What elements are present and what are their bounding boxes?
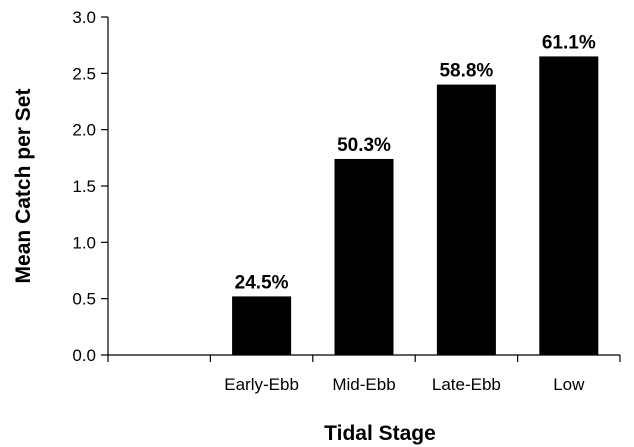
y-tick-label: 2.5 [72, 64, 96, 83]
data-label: 61.1% [542, 32, 596, 53]
y-tick-label: 0.5 [72, 290, 96, 309]
data-labels: 24.5% 50.3% 58.8% 61.1% [235, 32, 596, 293]
data-label: 24.5% [235, 272, 289, 293]
bar [334, 158, 394, 355]
x-axis: Early-Ebb Mid-Ebb Late-Ebb Low [107, 354, 621, 394]
x-tick-label: Mid-Ebb [332, 375, 395, 394]
y-axis-title: Mean Catch per Set [12, 89, 35, 284]
data-label: 50.3% [337, 135, 391, 156]
bar [436, 84, 496, 355]
y-axis: 0.0 0.5 1.0 1.5 2.0 2.5 3.0 [72, 8, 109, 365]
data-label: 58.8% [439, 61, 493, 82]
x-tick-label: Late-Ebb [432, 375, 501, 394]
y-tick-label: 1.0 [72, 233, 96, 252]
bar [232, 296, 292, 355]
x-tick-label: Low [553, 375, 585, 394]
y-tick-label: 0.0 [72, 346, 96, 365]
y-tick-label: 3.0 [72, 8, 96, 27]
bars [232, 56, 599, 355]
y-tick-label: 1.5 [72, 177, 96, 196]
bar [539, 56, 599, 355]
x-axis-title: Tidal Stage [324, 422, 436, 445]
x-tick-label: Early-Ebb [224, 375, 299, 394]
y-tick-label: 2.0 [72, 121, 96, 140]
